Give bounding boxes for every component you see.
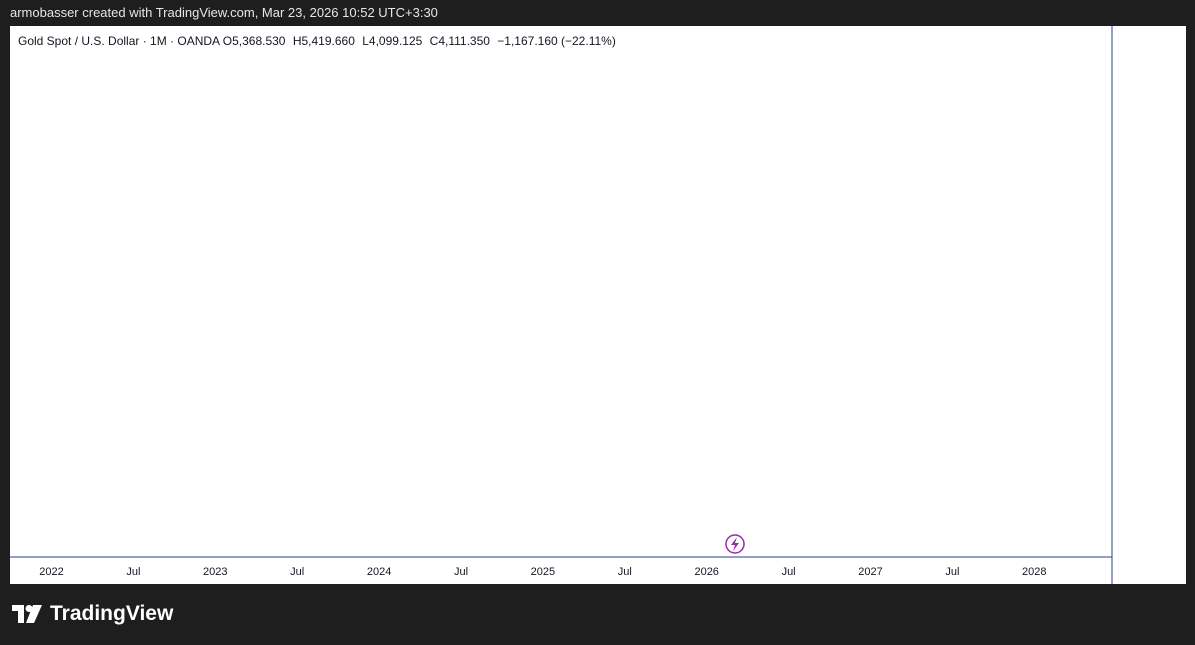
high-value: 5,419.660 <box>301 34 355 48</box>
high-label: H <box>292 34 302 48</box>
close-label: C <box>429 34 439 48</box>
symbol-name[interactable]: Gold Spot / U.S. Dollar · 1M · OANDA <box>18 34 220 48</box>
time-tick-label: Jul <box>454 566 468 578</box>
time-tick-label: 2023 <box>203 566 227 578</box>
time-tick-label: 2024 <box>367 566 391 578</box>
low-value: 4,099.125 <box>368 34 423 48</box>
time-tick-label: Jul <box>290 566 304 578</box>
time-tick-label: Jul <box>618 566 632 578</box>
attribution-text: armobasser created with TradingView.com,… <box>10 5 438 20</box>
price-chart[interactable]: −1,264.887 (−23.56%) −126,488.76,800.000… <box>10 26 1186 584</box>
time-tick-label: Jul <box>945 566 959 578</box>
time-tick-label: Jul <box>126 566 140 578</box>
event-icon-bolt <box>731 537 739 551</box>
event-lightning-icon[interactable] <box>725 534 745 554</box>
close-value: 4,111.350 <box>438 34 490 48</box>
time-tick-label: 2026 <box>694 566 718 578</box>
brand-name: TradingView <box>50 602 174 625</box>
time-tick-label: 2025 <box>531 566 555 578</box>
tradingview-logo[interactable]: TradingView <box>12 602 173 626</box>
low-label: L <box>362 34 369 48</box>
time-tick-label: 2027 <box>858 566 882 578</box>
attribution-bar: armobasser created with TradingView.com,… <box>0 0 1195 26</box>
time-tick-label: Jul <box>782 566 796 578</box>
open-label: O <box>222 34 233 48</box>
time-tick-label: 2022 <box>39 566 63 578</box>
time-tick-label: 2028 <box>1022 566 1046 578</box>
branding-bar: TradingView <box>0 584 1195 645</box>
open-value: 5,368.530 <box>232 34 286 48</box>
tradingview-logo-icon <box>12 605 42 623</box>
chart-frame[interactable]: −1,264.887 (−23.56%) −126,488.76,800.000… <box>10 26 1186 584</box>
symbol-legend: Gold Spot / U.S. Dollar · 1M · OANDA O5,… <box>18 34 616 48</box>
change-value: −1,167.160 (−22.11%) <box>497 34 616 48</box>
